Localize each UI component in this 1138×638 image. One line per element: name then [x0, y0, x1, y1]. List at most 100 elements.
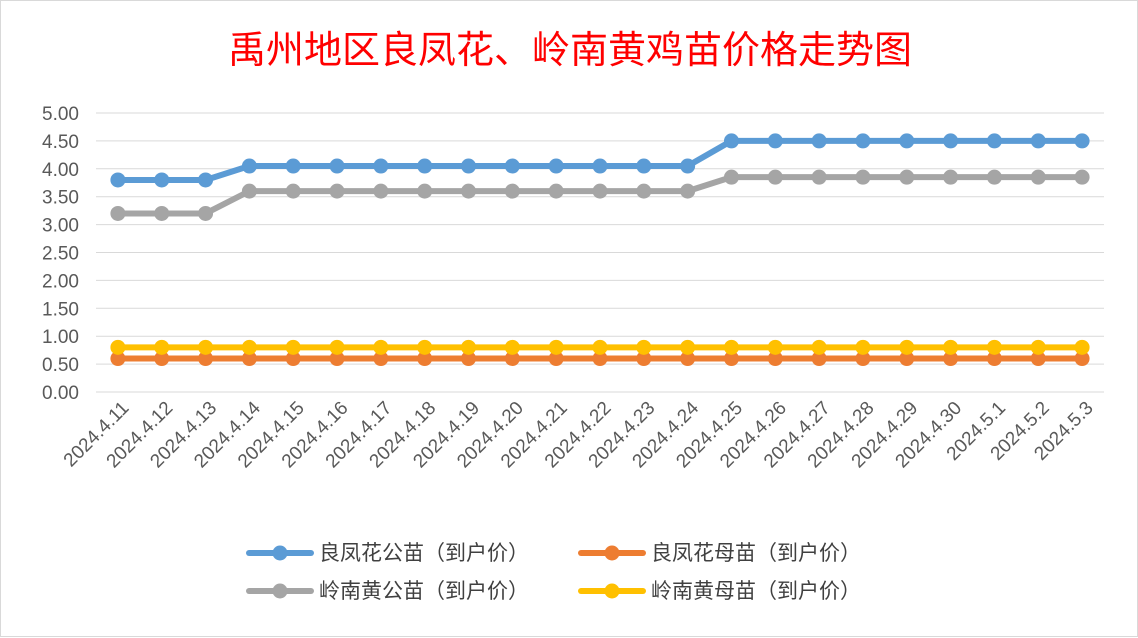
- data-point: [154, 172, 170, 188]
- data-point: [855, 133, 871, 149]
- y-tick-label: 0.50: [42, 355, 79, 376]
- data-point: [329, 351, 345, 367]
- y-tick-label: 4.50: [42, 132, 79, 153]
- data-point: [548, 158, 564, 174]
- data-point: [285, 351, 301, 367]
- data-point: [329, 183, 345, 199]
- data-point: [329, 158, 345, 174]
- data-point: [636, 351, 652, 367]
- data-point: [855, 351, 871, 367]
- data-point: [680, 183, 696, 199]
- data-point: [899, 133, 915, 149]
- data-point: [110, 172, 126, 188]
- data-point: [943, 339, 959, 355]
- legend-marker: [604, 583, 620, 599]
- series-2: [110, 169, 1090, 221]
- data-point: [548, 339, 564, 355]
- data-point: [680, 158, 696, 174]
- data-point: [198, 205, 214, 221]
- data-point: [592, 339, 608, 355]
- data-point: [986, 169, 1002, 185]
- data-point: [899, 351, 915, 367]
- data-point: [241, 351, 257, 367]
- data-point: [198, 172, 214, 188]
- data-point: [1074, 169, 1090, 185]
- data-point: [723, 133, 739, 149]
- data-point: [855, 339, 871, 355]
- data-point: [461, 158, 477, 174]
- data-point: [592, 158, 608, 174]
- data-point: [986, 133, 1002, 149]
- data-point: [548, 183, 564, 199]
- data-point: [373, 158, 389, 174]
- data-point: [767, 133, 783, 149]
- y-tick-label: 3.50: [42, 188, 79, 209]
- data-point: [285, 339, 301, 355]
- legend-item: 良凤花公苗（到户价）: [246, 541, 529, 565]
- data-point: [899, 169, 915, 185]
- data-point: [1030, 133, 1046, 149]
- data-point: [636, 158, 652, 174]
- data-point: [461, 339, 477, 355]
- data-point: [723, 339, 739, 355]
- data-point: [110, 205, 126, 221]
- data-point: [110, 351, 126, 367]
- data-point: [548, 351, 564, 367]
- data-point: [461, 351, 477, 367]
- data-point: [198, 351, 214, 367]
- series-1: [110, 351, 1090, 367]
- data-point: [943, 169, 959, 185]
- data-point: [636, 183, 652, 199]
- data-point: [680, 351, 696, 367]
- data-point: [767, 339, 783, 355]
- x-axis-ticks: 2024.4.112024.4.122024.4.132024.4.142024…: [60, 397, 1098, 472]
- data-point: [1030, 339, 1046, 355]
- y-tick-label: 2.00: [42, 271, 79, 292]
- data-point: [811, 133, 827, 149]
- data-point: [154, 339, 170, 355]
- legend-label: 岭南黄公苗（到户价）: [319, 579, 529, 603]
- data-point: [110, 339, 126, 355]
- data-point: [1074, 133, 1090, 149]
- legend-marker: [604, 545, 620, 561]
- data-point: [592, 351, 608, 367]
- legend-label: 良凤花公苗（到户价）: [319, 541, 529, 565]
- legend-marker: [272, 545, 288, 561]
- data-point: [986, 339, 1002, 355]
- legend: 良凤花公苗（到户价） 良凤花母苗（到户价） 岭南黄公苗（到户价） 岭南黄母苗（到户价）: [246, 541, 861, 603]
- chart-title: 禹州地区良凤花、岭南黄鸡苗价格走势图: [228, 28, 912, 72]
- y-tick-label: 1.00: [42, 327, 79, 348]
- legend-item: 良凤花母苗（到户价）: [578, 541, 861, 565]
- data-point: [899, 339, 915, 355]
- data-point: [241, 183, 257, 199]
- data-point: [329, 339, 345, 355]
- data-point: [1074, 351, 1090, 367]
- data-point: [1030, 351, 1046, 367]
- data-point: [373, 351, 389, 367]
- series-lines: [110, 133, 1090, 367]
- y-tick-label: 3.00: [42, 216, 79, 237]
- data-point: [504, 183, 520, 199]
- data-point: [723, 351, 739, 367]
- data-point: [767, 169, 783, 185]
- legend-item: 岭南黄公苗（到户价）: [246, 579, 529, 603]
- data-point: [504, 351, 520, 367]
- data-point: [723, 169, 739, 185]
- data-point: [592, 183, 608, 199]
- y-tick-label: 0.00: [42, 383, 79, 404]
- data-point: [636, 339, 652, 355]
- data-point: [1074, 339, 1090, 355]
- data-point: [811, 169, 827, 185]
- data-point: [855, 169, 871, 185]
- y-tick-label: 2.50: [42, 244, 79, 265]
- y-tick-label: 1.50: [42, 299, 79, 320]
- legend-item: 岭南黄母苗（到户价）: [578, 579, 861, 603]
- data-point: [504, 339, 520, 355]
- data-point: [154, 351, 170, 367]
- data-point: [241, 339, 257, 355]
- data-point: [373, 339, 389, 355]
- data-point: [417, 158, 433, 174]
- data-point: [767, 351, 783, 367]
- data-point: [417, 339, 433, 355]
